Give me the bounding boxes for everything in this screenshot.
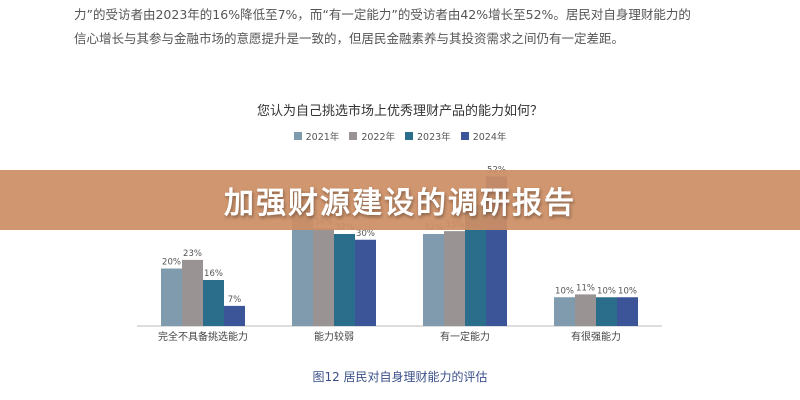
legend-item-2024: 2024年 <box>460 129 507 143</box>
legend-swatch-2021 <box>293 132 302 140</box>
bar-2024年-3 <box>617 297 638 326</box>
intro-line-1: 力”的受访者由2023年的16%降低至7%，而“有一定能力”的受访者由42%增长… <box>74 7 691 22</box>
intro-paragraph: 力”的受访者由2023年的16%降低至7%，而“有一定能力”的受访者由42%增长… <box>74 3 734 51</box>
bar-2024年-1 <box>355 239 376 326</box>
title-banner: 加强财源建设的调研报告 <box>0 170 800 230</box>
data-label: 10% <box>597 286 616 296</box>
category-label: 有很强能力 <box>571 330 621 343</box>
category-label: 完全不具备挑选能力 <box>158 330 248 343</box>
bar-2023年-0 <box>203 280 224 326</box>
intro-line-2: 信心增长与其参与金融市场的意愿提升是一致的，但居民金融素养与其投资需求之间仍有一… <box>74 31 625 46</box>
chart-title: 您认为自己挑选市场上优秀理财产品的能力如何？ <box>256 104 543 119</box>
bar-2022年-3 <box>575 294 596 326</box>
data-label: 20% <box>162 258 181 268</box>
data-label: 10% <box>618 286 637 296</box>
legend-label-2024: 2024年 <box>472 132 507 143</box>
bar-2021年-3 <box>554 297 575 326</box>
legend-swatch-2023 <box>405 132 413 140</box>
category-label: 有一定能力 <box>440 330 490 343</box>
bar-2021年-0 <box>161 268 182 326</box>
bar-2022年-0 <box>182 259 203 326</box>
legend-label-2021: 2021年 <box>305 132 340 143</box>
bar-2023年-1 <box>334 234 355 326</box>
figure-caption: 图12 居民对自身理财能力的评估 <box>312 370 488 384</box>
data-label: 16% <box>204 269 223 279</box>
data-label: 23% <box>183 249 202 259</box>
legend-label-2022: 2022年 <box>361 132 395 143</box>
legend-swatch-2022 <box>349 132 358 140</box>
legend-item-2022: 2022年 <box>349 129 395 143</box>
legend-swatch-2024 <box>460 132 469 140</box>
bar-2022年-2 <box>444 231 465 326</box>
bar-2022年-1 <box>313 228 334 326</box>
legend-item-2023: 2023年 <box>405 129 451 143</box>
banner-title: 加强财源建设的调研报告 <box>224 186 576 221</box>
data-label: 7% <box>228 295 242 305</box>
bar-2023年-3 <box>596 297 617 326</box>
chart-legend: 2021年 2022年 2023年 2024年 <box>0 129 800 143</box>
bar-2024年-0 <box>224 305 245 326</box>
legend-label-2023: 2023年 <box>417 132 451 143</box>
data-label: 11% <box>576 283 595 293</box>
data-label: 30% <box>356 229 375 239</box>
category-label: 能力较弱 <box>314 330 354 343</box>
data-label: 10% <box>555 286 574 296</box>
bar-2021年-2 <box>423 234 444 326</box>
bar-2023年-2 <box>465 205 486 326</box>
legend-item-2021: 2021年 <box>293 129 340 143</box>
